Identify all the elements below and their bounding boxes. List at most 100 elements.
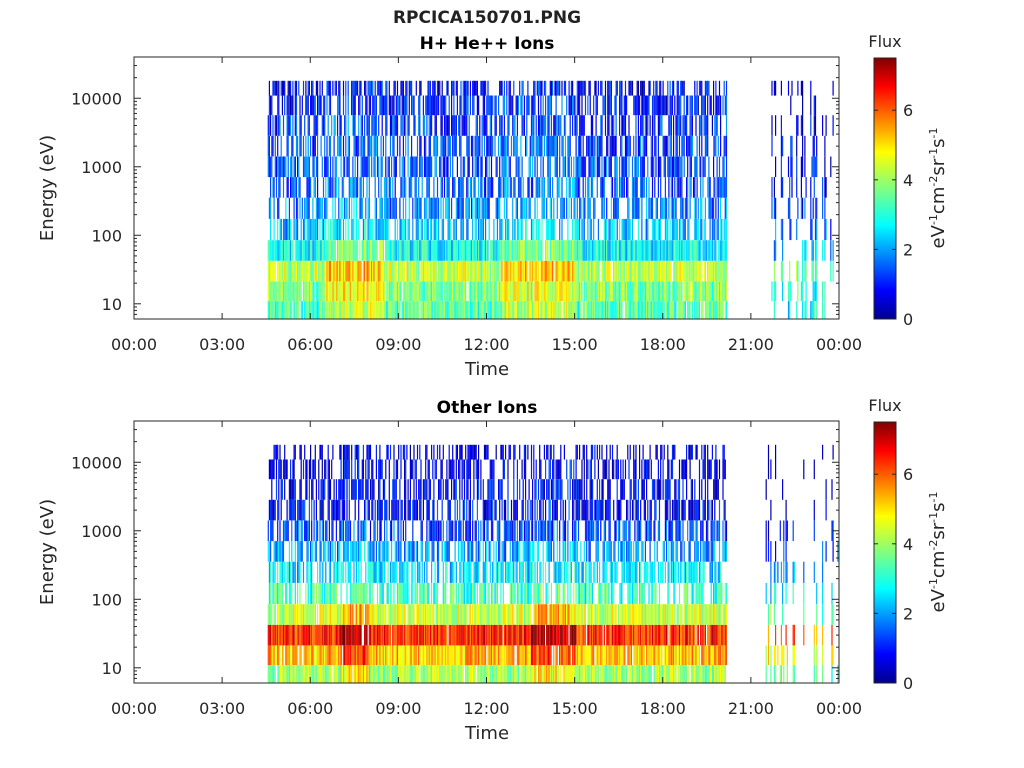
spectrogram-cell [537, 115, 540, 136]
spectrogram-cell [301, 260, 303, 282]
spectrogram-cell [680, 115, 682, 136]
spectrogram-cell [360, 624, 362, 646]
spectrogram-cell [548, 115, 550, 136]
spectrogram-cell [406, 95, 408, 116]
spectrogram-cell [322, 218, 325, 241]
spectrogram-cell [277, 604, 279, 625]
spectrogram-cell [696, 240, 698, 261]
spectrogram-cell [473, 281, 475, 302]
spectrogram-cell [433, 444, 435, 460]
spectrogram-cell [460, 177, 462, 198]
spectrogram-cell [279, 218, 281, 241]
spectrogram-cell [716, 156, 718, 178]
spectrogram-cell [358, 301, 360, 319]
spectrogram-cell [395, 281, 397, 302]
spectrogram-cell [322, 95, 325, 116]
spectrogram-cell [533, 115, 535, 136]
spectrogram-cell [375, 218, 377, 241]
spectrogram-cell [293, 624, 295, 646]
spectrogram-cell [305, 459, 307, 480]
spectrogram-cell [472, 95, 474, 116]
spectrogram-cell [646, 135, 648, 157]
spectrogram-cell [678, 177, 681, 198]
spectrogram-cell [402, 281, 404, 302]
spectrogram-cell [442, 561, 444, 583]
spectrogram-cell [277, 301, 279, 319]
spectrogram-cell [379, 301, 381, 319]
spectrogram-cell [490, 281, 493, 302]
spectrogram-cell [354, 135, 356, 157]
spectrogram-cell [619, 95, 621, 116]
spectrogram-cell [306, 240, 308, 261]
spectrogram-cell [456, 95, 458, 116]
spectrogram-cell [428, 281, 430, 302]
spectrogram-cell [389, 624, 392, 646]
spectrogram-cell [321, 479, 323, 500]
spectrogram-cell [371, 541, 373, 562]
spectrogram-cell [566, 260, 568, 282]
spectrogram-cell [305, 582, 307, 605]
spectrogram-cell [669, 260, 671, 282]
spectrogram-cell [360, 260, 362, 282]
spectrogram-cell [268, 281, 270, 302]
spectrogram-cell [374, 218, 376, 241]
spectrogram-cell [494, 301, 496, 319]
spectrogram-cell [338, 80, 340, 96]
spectrogram-cell [567, 240, 569, 261]
spectrogram-cell [453, 135, 455, 157]
spectrogram-cell [307, 240, 309, 261]
spectrogram-cell [445, 135, 447, 157]
y-tick-label: 10000 [71, 89, 122, 108]
spectrogram-cell [291, 240, 293, 261]
spectrogram-cell [277, 156, 279, 178]
spectrogram-cell [621, 177, 623, 198]
spectrogram-cell [404, 604, 406, 625]
spectrogram-cell [561, 135, 563, 157]
spectrogram-cell [311, 604, 313, 625]
spectrogram-cell [517, 218, 520, 241]
spectrogram-cell [426, 479, 428, 500]
spectrogram-cell [351, 197, 353, 219]
spectrogram-cell [315, 197, 317, 219]
spectrogram-cell [393, 95, 395, 116]
spectrogram-cell [813, 135, 815, 157]
spectrogram-cell [648, 301, 650, 319]
spectrogram-cell [482, 260, 484, 282]
spectrogram-cell [295, 135, 298, 157]
spectrogram-cell [335, 582, 337, 605]
spectrogram-cell [376, 645, 379, 666]
spectrogram-cell [392, 281, 394, 302]
spectrogram-cell [286, 135, 288, 157]
spectrogram-cell [328, 301, 330, 319]
spectrogram-cell [317, 80, 319, 96]
spectrogram-cell [448, 197, 450, 219]
spectrogram-cell [302, 561, 305, 583]
spectrogram-cell [498, 135, 500, 157]
spectrogram-cell [286, 281, 288, 302]
spectrogram-cell [411, 281, 413, 302]
spectrogram-cell [292, 177, 294, 198]
spectrogram-cell [723, 177, 725, 198]
spectrogram-cell [495, 301, 497, 319]
spectrogram-cell [717, 197, 719, 219]
spectrogram-cell [507, 281, 509, 302]
spectrogram-cell [604, 301, 607, 319]
spectrogram-cell [655, 197, 657, 219]
spectrogram-cell [273, 645, 275, 666]
spectrogram-cell [421, 520, 423, 542]
spectrogram-cell [635, 115, 637, 136]
spectrogram-cell [420, 499, 422, 521]
spectrogram-cell [401, 177, 403, 198]
spectrogram-cell [446, 645, 448, 666]
spectrogram-cell [629, 301, 631, 319]
spectrogram-cell [432, 197, 434, 219]
spectrogram-cell [615, 260, 617, 282]
spectrogram-cell [328, 499, 330, 521]
spectrogram-cell [299, 135, 301, 157]
spectrogram-cell [517, 95, 520, 116]
spectrogram-cell [351, 301, 353, 319]
spectrogram-cell [386, 95, 388, 116]
spectrogram-cell [294, 561, 296, 583]
spectrogram-cell [431, 624, 433, 646]
spectrogram-cell [708, 240, 710, 261]
